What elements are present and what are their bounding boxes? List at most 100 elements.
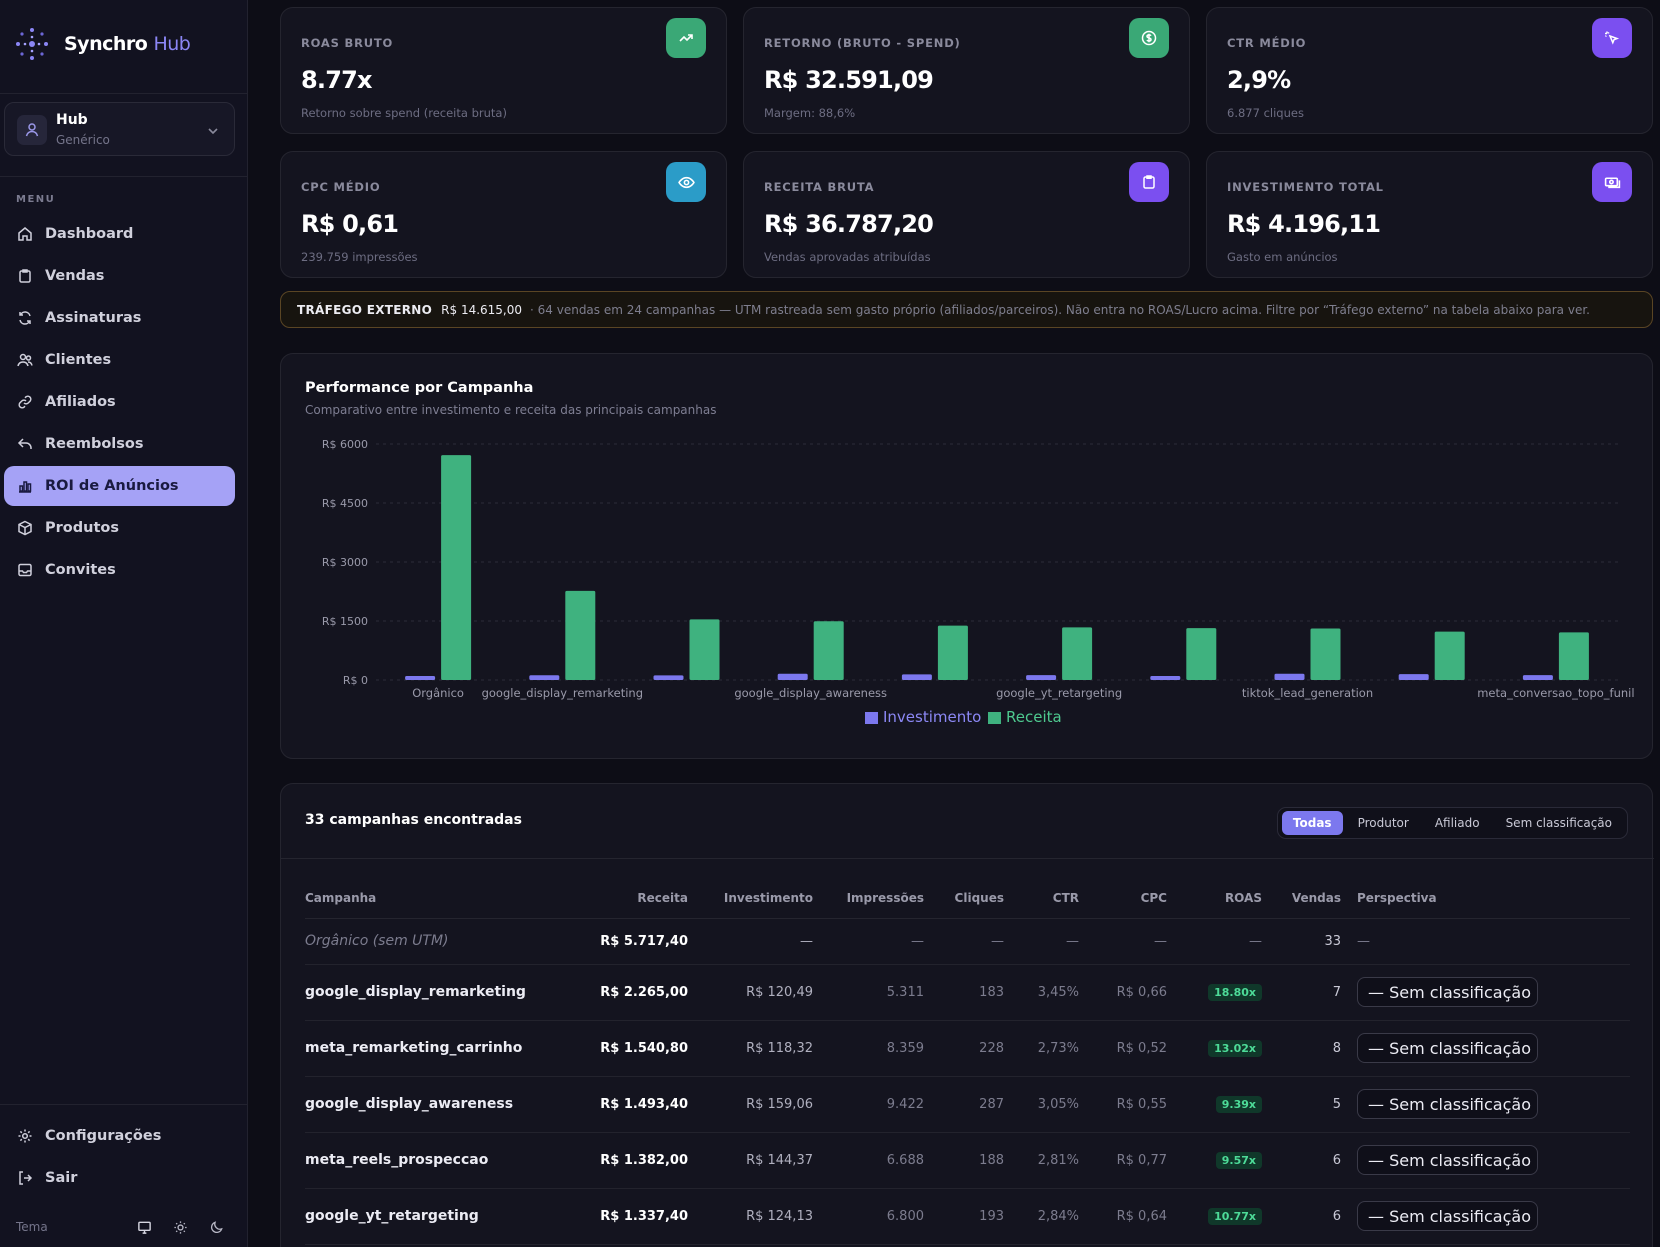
cell-cpc: — [1079, 918, 1167, 965]
column-header-investimento[interactable]: Investimento [688, 878, 813, 919]
kpi-label: ROAS BRUTO [301, 36, 394, 50]
user-icon [17, 115, 47, 145]
column-header-vendas[interactable]: Vendas [1262, 878, 1341, 919]
cell-investment: R$ 159,06 [688, 1076, 813, 1133]
roas-badge: 18.80x [1208, 983, 1262, 1001]
column-header-receita[interactable]: Receita [555, 878, 688, 919]
cell-sales: 8 [1262, 1020, 1341, 1077]
sidebar-item-label: Convites [45, 562, 116, 578]
column-header-cpc[interactable]: CPC [1079, 878, 1167, 919]
x-tick-label: google_yt_retargeting [996, 686, 1122, 700]
cell-ctr: 2,81% [1004, 1132, 1079, 1189]
y-tick-label: R$ 3000 [322, 556, 368, 569]
sidebar-item-vendas[interactable]: Vendas [4, 256, 235, 296]
column-header-cliques[interactable]: Cliques [924, 878, 1004, 919]
perspective-select-value: — Sem classificação [1368, 982, 1531, 1002]
sidebar-item-dashboard[interactable]: Dashboard [4, 214, 235, 254]
chevron-down-icon [206, 123, 220, 142]
theme-switcher [135, 1218, 225, 1236]
cell-perspective: — Sem classificação [1341, 1020, 1630, 1077]
perspective-select[interactable]: — Sem classificação [1357, 1089, 1538, 1119]
perspective-select[interactable]: — Sem classificação [1357, 977, 1538, 1007]
kpi-card-receita-bruta: RECEITA BRUTA R$ 36.787,20 Vendas aprova… [743, 151, 1190, 278]
sidebar-item-configuracoes[interactable]: Configurações [4, 1116, 235, 1156]
column-header-perspectiva[interactable]: Perspectiva [1341, 878, 1630, 919]
sidebar-item-reembolsos[interactable]: Reembolsos [4, 424, 235, 464]
workspace-switcher[interactable]: Hub Genérico [4, 102, 235, 156]
column-header-campanha[interactable]: Campanha [305, 878, 555, 919]
bar-investimento [1150, 676, 1181, 680]
kpi-label: CPC MÉDIO [301, 180, 381, 194]
inbox-icon [18, 563, 32, 577]
filter-sem-classificacao[interactable]: Sem classificação [1505, 816, 1612, 830]
sidebar-item-convites[interactable]: Convites [4, 550, 235, 590]
cell-ctr: 2,73% [1004, 1020, 1079, 1077]
kpi-card-retorno: RETORNO (BRUTO - SPEND) R$ 32.591,09 Mar… [743, 7, 1190, 134]
workspace-title: Hub [56, 112, 88, 128]
theme-row: Tema [16, 1218, 231, 1236]
filter-todas[interactable]: Todas [1281, 811, 1343, 835]
table-row[interactable]: Orgânico (sem UTM) R$ 5.717,40 — — — — —… [305, 918, 1630, 965]
cell-cpc: R$ 0,66 [1079, 964, 1167, 1021]
kpi-card-ctr-medio: CTR MÉDIO 2,9% 6.877 cliques [1206, 7, 1653, 134]
kpi-subtitle: Retorno sobre spend (receita bruta) [301, 106, 507, 120]
bar-investimento [529, 675, 560, 680]
brand[interactable]: Synchro Hub [14, 26, 191, 62]
bar-chart-icon [19, 481, 32, 493]
table-row[interactable]: google_display_remarketing R$ 2.265,00 R… [305, 964, 1630, 1021]
column-header-roas[interactable]: ROAS [1167, 878, 1262, 919]
cell-roas: 9.57x [1167, 1132, 1262, 1189]
kpi-value: 8.77x [301, 66, 372, 94]
bar-receita [441, 455, 472, 680]
cell-revenue: R$ 1.493,40 [555, 1076, 688, 1133]
bar-receita [1558, 632, 1589, 680]
sidebar-item-produtos[interactable]: Produtos [4, 508, 235, 548]
campaigns-table: Campanha Receita Investimento Impressões… [305, 878, 1630, 1245]
home-icon [18, 227, 32, 241]
filter-afiliado[interactable]: Afiliado [1434, 816, 1480, 830]
table-row[interactable]: meta_remarketing_carrinho R$ 1.540,80 R$… [305, 1020, 1630, 1077]
legend-swatch [988, 712, 1001, 724]
campaigns-table-card: 33 campanhas encontradas Todas Produtor … [280, 783, 1654, 1247]
cell-sales: 5 [1262, 1076, 1341, 1133]
perspective-select[interactable]: — Sem classificação [1357, 1033, 1538, 1063]
sidebar-item-roi-anuncios[interactable]: ROI de Anúncios [4, 466, 235, 506]
table-row[interactable]: google_yt_retargeting R$ 1.337,40 R$ 124… [305, 1188, 1630, 1245]
cell-perspective: — Sem classificação [1341, 1132, 1630, 1189]
bar-chart: R$ 0 R$ 1500 R$ 3000 R$ 4500 R$ 6000 Orgânico… [322, 438, 1635, 726]
bar-receita [689, 619, 720, 680]
cell-perspective: — [1341, 918, 1630, 965]
eye-icon [666, 162, 706, 202]
cell-impressions: 5.311 [813, 964, 924, 1021]
gear-icon [18, 1129, 32, 1143]
sidebar-item-afiliados[interactable]: Afiliados [4, 382, 235, 422]
sidebar-item-assinaturas[interactable]: Assinaturas [4, 298, 235, 338]
column-header-ctr[interactable]: CTR [1004, 878, 1079, 919]
perspective-select[interactable]: — Sem classificação [1357, 1145, 1538, 1175]
sidebar-item-sair[interactable]: Sair [4, 1158, 235, 1198]
cell-impressions: 8.359 [813, 1020, 924, 1077]
sidebar-item-label: Dashboard [45, 226, 134, 242]
cell-roas: 9.39x [1167, 1076, 1262, 1133]
bar-investimento [901, 674, 932, 680]
perspective-select[interactable]: — Sem classificação [1357, 1201, 1538, 1231]
sidebar-item-label: Assinaturas [45, 310, 142, 326]
bar-receita [565, 590, 596, 680]
cell-revenue: R$ 1.337,40 [555, 1188, 688, 1245]
monitor-icon[interactable] [135, 1218, 153, 1236]
table-row[interactable]: meta_reels_prospeccao R$ 1.382,00 R$ 144… [305, 1132, 1630, 1189]
table-row[interactable]: google_display_awareness R$ 1.493,40 R$ … [305, 1076, 1630, 1133]
campaign-performance-chart-card: Performance por Campanha Comparativo ent… [280, 353, 1653, 759]
cell-roas: 18.80x [1167, 964, 1262, 1021]
sidebar-item-clientes[interactable]: Clientes [4, 340, 235, 380]
sun-icon[interactable] [171, 1218, 189, 1236]
column-header-impressoes[interactable]: Impressões [813, 878, 924, 919]
cell-ctr: 2,84% [1004, 1188, 1079, 1245]
bar-receita [813, 621, 844, 680]
moon-icon[interactable] [207, 1218, 225, 1236]
sidebar-item-label: Produtos [45, 520, 119, 536]
cell-clicks: 188 [924, 1132, 1004, 1189]
cell-clicks: — [924, 918, 1004, 965]
filter-produtor[interactable]: Produtor [1357, 816, 1409, 830]
external-traffic-banner: TRÁFEGO EXTERNO R$ 14.615,00 · 64 vendas… [280, 291, 1653, 328]
